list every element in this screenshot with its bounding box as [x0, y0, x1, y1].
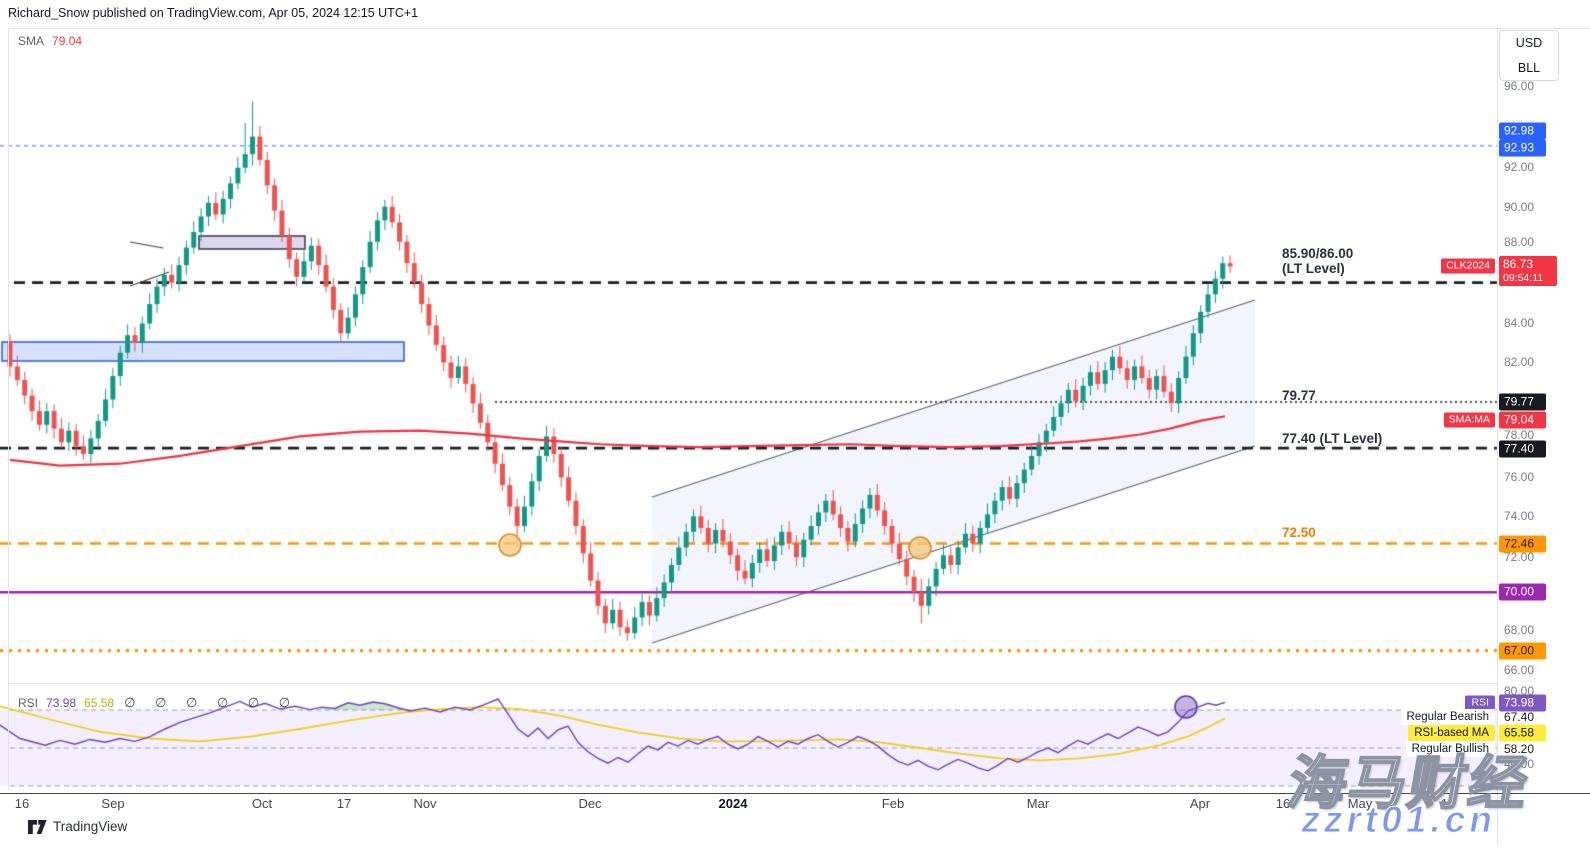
tradingview-attribution[interactable]: TradingView: [28, 819, 127, 834]
scale-unit-selector[interactable]: USD BLL: [1499, 30, 1559, 81]
tradingview-logo-text: TradingView: [53, 819, 128, 834]
currency-option-usd[interactable]: USD: [1515, 36, 1543, 51]
tradingview-logo-icon: [28, 819, 47, 834]
unit-option-bll[interactable]: BLL: [1517, 60, 1541, 75]
